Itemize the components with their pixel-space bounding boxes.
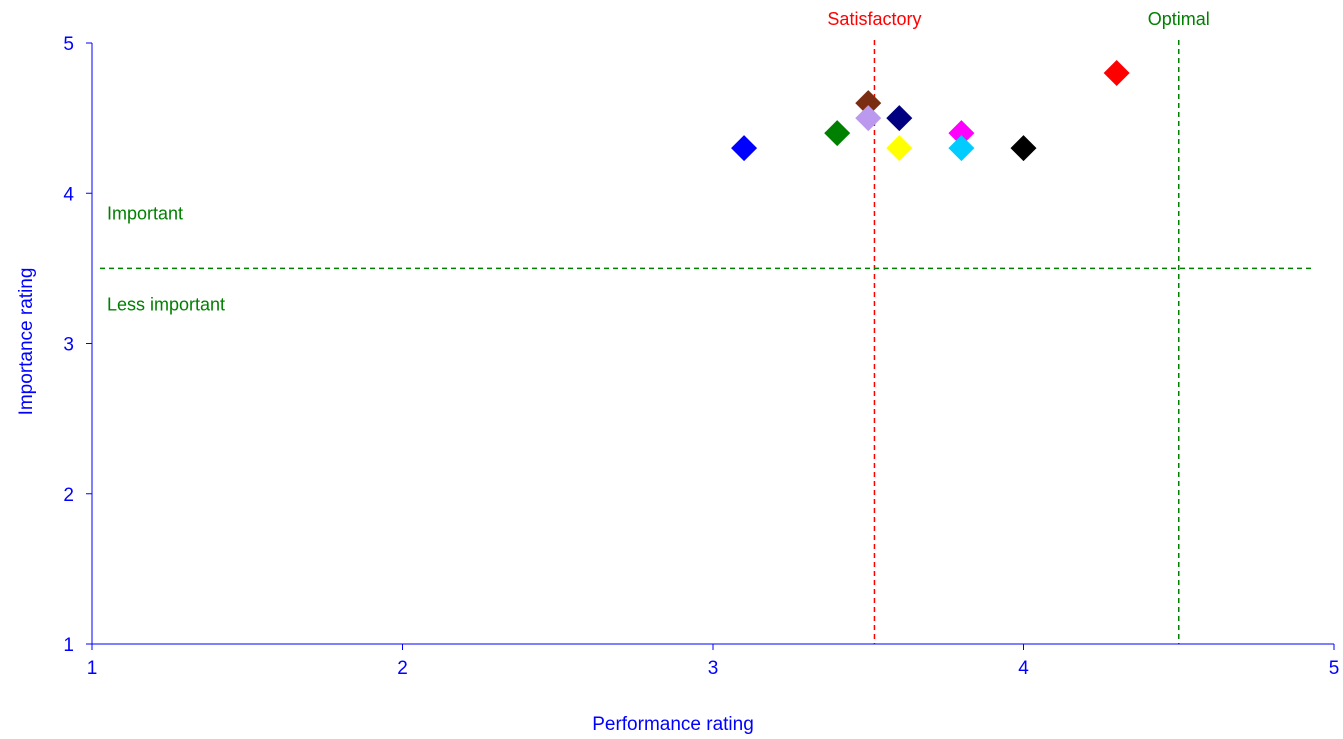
x-tick-label: 5 (1329, 658, 1340, 679)
ref-label-above: Important (107, 203, 183, 223)
y-ticks: 1 2 3 4 5 (63, 34, 92, 656)
ref-label-below: Less important (107, 294, 225, 314)
x-tick-label: 3 (708, 658, 719, 679)
axes (91, 43, 1334, 645)
data-point-diamond (886, 135, 913, 162)
data-point-diamond (824, 120, 851, 147)
y-axis-title: Importance rating (16, 268, 37, 416)
y-tick-label: 2 (63, 485, 74, 506)
x-tick-label: 4 (1018, 658, 1029, 679)
ref-line-label: Satisfactory (827, 9, 921, 29)
data-point-diamond (1010, 135, 1037, 162)
data-point-diamond (1103, 60, 1130, 87)
x-tick-label: 2 (397, 658, 408, 679)
x-tick-label: 1 (87, 658, 98, 679)
y-tick-label: 1 (63, 635, 74, 656)
data-point-diamond (948, 120, 975, 147)
x-axis-title: Performance rating (592, 714, 754, 735)
y-tick-label: 5 (63, 34, 74, 55)
data-points (731, 60, 1130, 162)
data-point-diamond (855, 105, 882, 132)
y-tick-label: 4 (63, 184, 74, 205)
data-point-diamond (731, 135, 758, 162)
data-point-diamond (948, 135, 975, 162)
data-point-diamond (855, 90, 882, 117)
x-ticks: 1 2 3 4 5 (87, 644, 1340, 679)
y-tick-label: 3 (63, 335, 74, 356)
data-point-diamond (886, 105, 913, 132)
reference-lines: Satisfactory Optimal Important Less importa… (100, 9, 1312, 644)
ref-line-label: Optimal (1148, 9, 1210, 29)
